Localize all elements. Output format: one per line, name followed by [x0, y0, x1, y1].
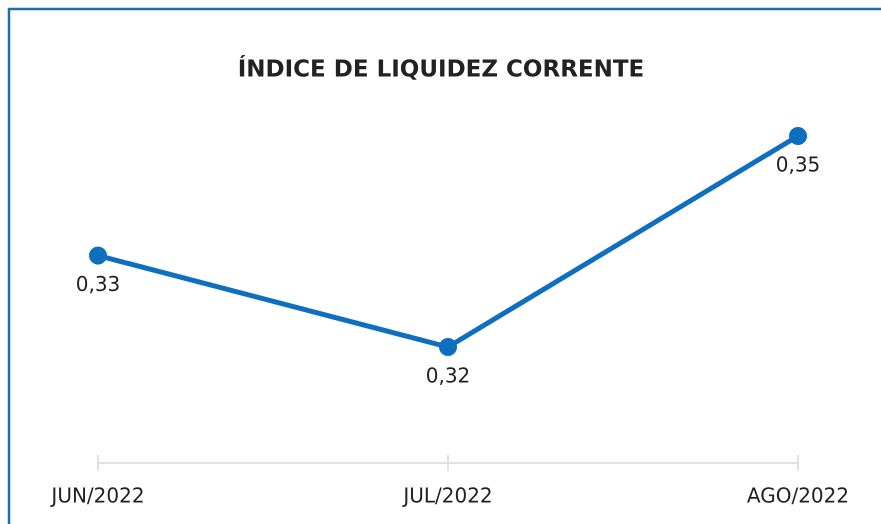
point — [439, 338, 457, 356]
data-label: 0,35 — [776, 153, 821, 177]
frame — [7, 7, 881, 524]
data-label: 0,32 — [426, 364, 471, 388]
chart-title: ÍNDICE DE LIQUIDEZ CORRENTE — [238, 55, 645, 83]
data-label: 0,33 — [76, 272, 121, 296]
x-tick-label: AGO/2022 — [747, 484, 849, 508]
x-tick-label: JUN/2022 — [49, 484, 144, 508]
point — [89, 246, 107, 265]
point — [789, 127, 807, 145]
x-tick-label: JUL/2022 — [401, 484, 492, 508]
